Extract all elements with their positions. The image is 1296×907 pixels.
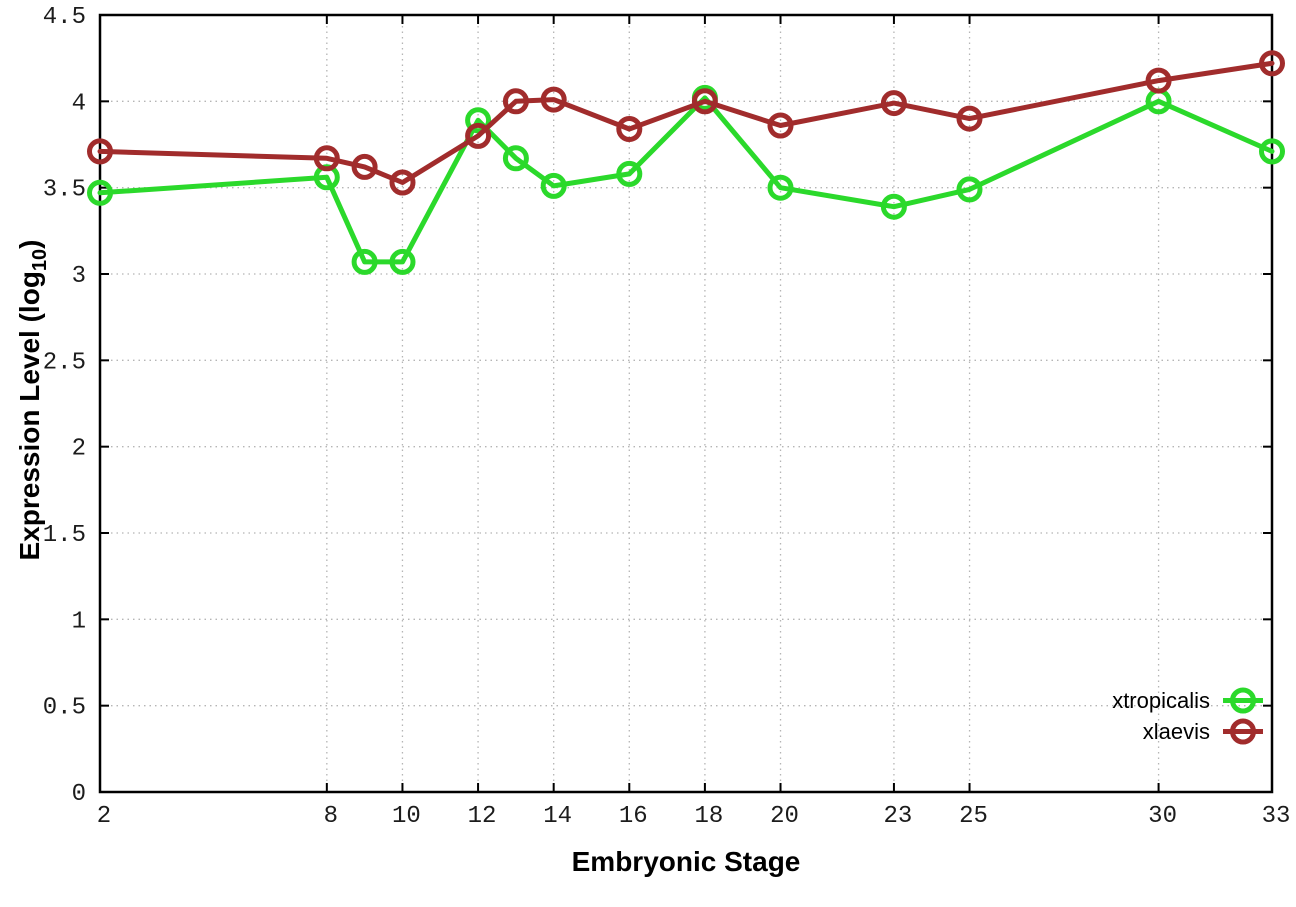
y-tick-label: 1.5 <box>43 522 86 549</box>
y-tick-label: 2.5 <box>43 349 86 376</box>
data-point-xlaevis <box>767 112 794 139</box>
y-tick-label: 1 <box>72 608 86 635</box>
data-point-xtropicalis <box>616 160 643 187</box>
data-point-xlaevis <box>880 90 907 117</box>
data-point-xtropicalis <box>389 248 416 275</box>
data-point-xtropicalis <box>502 145 529 172</box>
legend-marker-xlaevis-icon <box>1223 718 1263 745</box>
y-tick-label: 3 <box>72 263 86 290</box>
data-point-xtropicalis <box>767 174 794 201</box>
plot-border <box>98 13 1274 794</box>
data-point-xtropicalis <box>1259 138 1285 165</box>
data-point-xlaevis <box>313 145 340 172</box>
x-tick-label: 33 <box>1262 803 1291 830</box>
data-point-xtropicalis <box>956 176 983 203</box>
x-tick-label: 2 <box>97 803 111 830</box>
data-point-xlaevis <box>465 122 492 149</box>
data-point-xtropicalis <box>540 172 567 199</box>
series-line-xtropicalis <box>97 95 1275 265</box>
x-tick-label: 10 <box>392 803 421 830</box>
x-tick-label: 16 <box>619 803 648 830</box>
y-tick-label: 3.5 <box>43 177 86 204</box>
x-tick-label: 30 <box>1148 803 1177 830</box>
data-point-xlaevis <box>616 116 643 142</box>
y-axis-title-subscript: 10 <box>29 248 51 272</box>
data-point-xtropicalis <box>465 107 492 134</box>
x-tick-label: 25 <box>959 803 988 830</box>
y-tick-label: 0 <box>72 781 86 808</box>
legend-item-xlaevis: xlaevis <box>1112 716 1272 747</box>
data-point-xlaevis <box>956 105 983 132</box>
y-tick-label: 4.5 <box>43 4 86 31</box>
x-tick-label: 23 <box>884 803 913 830</box>
data-point-xlaevis <box>351 153 378 180</box>
y-axis-title: Expression Level (log10) <box>14 239 51 561</box>
data-point-xtropicalis <box>351 248 378 275</box>
x-tick-label: 8 <box>324 803 338 830</box>
y-tick-label: 2 <box>72 436 86 463</box>
x-tick-label: 12 <box>468 803 497 830</box>
x-tick-label: 18 <box>694 803 723 830</box>
legend-item-xtropicalis: xtropicalis <box>1112 685 1272 716</box>
y-axis-title-text: Expression Level (log <box>14 271 45 561</box>
data-point-xlaevis <box>389 169 416 196</box>
legend-label-xtropicalis: xtropicalis <box>1112 687 1210 713</box>
y-axis-title-suffix: ) <box>14 239 45 249</box>
y-tick-label: 4 <box>72 90 86 117</box>
legend: xtropicalis xlaevis <box>1112 685 1272 747</box>
data-point-xtropicalis <box>87 179 113 206</box>
data-point-xlaevis <box>87 138 113 165</box>
data-point-xtropicalis <box>880 193 907 220</box>
x-tick-label: 20 <box>770 803 799 830</box>
legend-label-xlaevis: xlaevis <box>1142 718 1210 744</box>
data-point-xlaevis <box>1259 50 1285 77</box>
legend-marker-xtropicalis-icon <box>1223 687 1263 714</box>
data-point-xlaevis <box>540 86 567 113</box>
x-axis-title: Embryonic Stage <box>571 846 801 877</box>
x-tick-label: 14 <box>543 803 572 830</box>
data-point-xlaevis <box>1145 67 1172 94</box>
data-point-xlaevis <box>691 88 718 115</box>
y-tick-label: 0.5 <box>43 695 86 722</box>
data-point-xlaevis <box>502 88 529 115</box>
series-line-xlaevis <box>97 60 1275 185</box>
